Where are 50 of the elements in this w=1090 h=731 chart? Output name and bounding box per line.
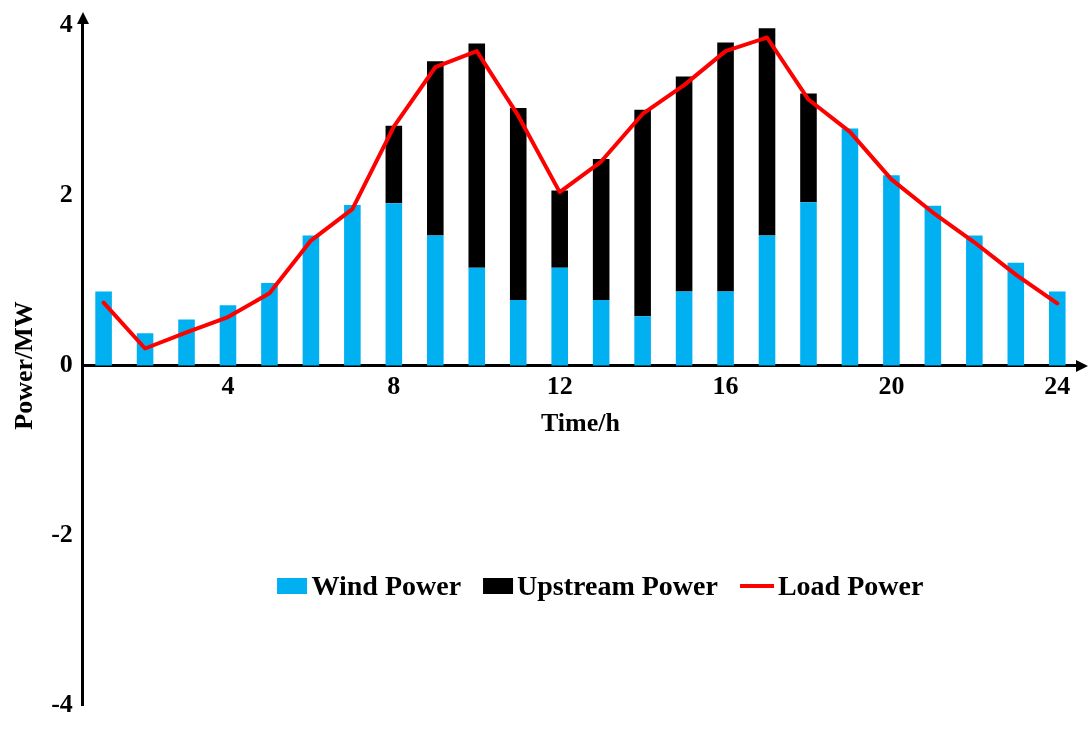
x-axis-title: Time/h <box>540 408 621 438</box>
bar <box>800 93 817 203</box>
bar <box>385 125 403 204</box>
bar <box>592 159 610 301</box>
bar <box>261 283 278 366</box>
bar <box>427 61 444 236</box>
y-axis-title: Power/MW <box>9 301 39 430</box>
bar <box>675 76 693 292</box>
bar <box>95 291 112 366</box>
bar <box>924 205 942 366</box>
bar <box>841 128 859 366</box>
bar <box>1007 262 1025 366</box>
x-tick-label: 8 <box>387 370 401 400</box>
bar <box>592 300 610 366</box>
bar <box>344 204 361 366</box>
bar <box>966 235 983 366</box>
legend-label: Upstream Power <box>517 570 718 603</box>
bar <box>883 175 900 366</box>
bar <box>717 42 734 292</box>
bar <box>634 316 651 366</box>
x-tick-label: 20 <box>878 370 905 400</box>
y-tick-label: 4 <box>59 9 73 39</box>
y-tick-label: 2 <box>59 179 73 209</box>
y-tick-label: 0 <box>59 349 73 379</box>
legend-label: Load Power <box>777 570 924 603</box>
bar <box>385 203 403 366</box>
bar <box>551 190 568 268</box>
legend-label: Wind Power <box>311 570 462 603</box>
bar <box>219 305 237 366</box>
y-tick-label: -4 <box>51 689 73 719</box>
bar <box>427 235 444 366</box>
x-tick-label: 12 <box>546 370 573 400</box>
bar <box>468 43 486 268</box>
bar <box>468 267 486 366</box>
bar <box>675 291 693 366</box>
bar <box>758 28 776 236</box>
bar <box>178 319 195 366</box>
bar <box>717 291 734 366</box>
bar <box>634 109 651 317</box>
x-tick-label: 24 <box>1044 370 1071 400</box>
bar <box>551 267 568 366</box>
y-tick-label: -2 <box>51 519 73 549</box>
bar <box>509 300 527 366</box>
x-tick-label: 16 <box>712 370 739 400</box>
bar <box>800 202 817 366</box>
bar <box>758 235 776 366</box>
bar <box>509 108 527 301</box>
bar <box>1048 291 1066 366</box>
x-tick-label: 4 <box>221 370 235 400</box>
bar <box>302 235 320 366</box>
